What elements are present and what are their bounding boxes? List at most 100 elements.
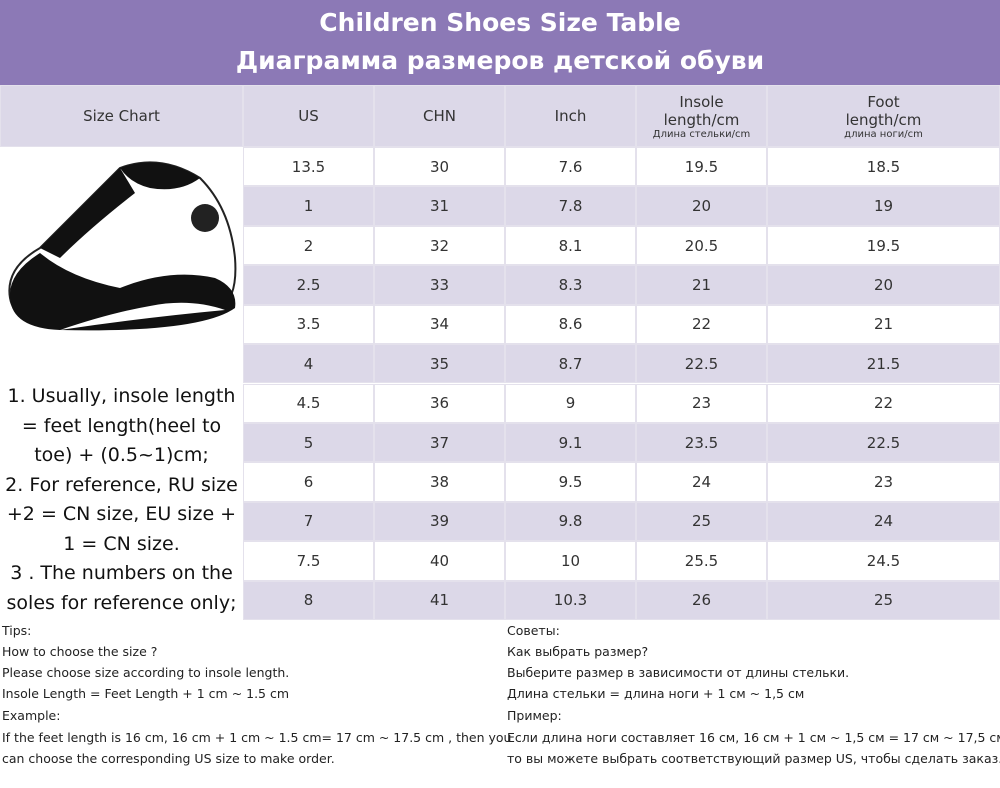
table-cell: 20	[767, 265, 1000, 305]
table-cell: 2.5	[243, 265, 374, 305]
header-cell: US	[243, 85, 374, 147]
table-cell: 24	[636, 462, 767, 502]
table-cell: 23	[636, 383, 767, 423]
header-cell: CHN	[374, 85, 505, 147]
header-label: US	[298, 107, 319, 125]
header-label: Inch	[554, 107, 587, 125]
table-cell: 32	[374, 225, 505, 266]
table-cell: 24	[767, 501, 1000, 542]
table-cell: 7	[243, 501, 374, 542]
table-cell: 23	[767, 462, 1000, 502]
table-cell: 6	[243, 462, 374, 502]
table-cell: 21.5	[767, 344, 1000, 384]
table-cell: 9.1	[505, 422, 636, 463]
tip-line: Tips:	[2, 623, 32, 638]
tip-line: Советы:	[507, 623, 560, 638]
table-cell: 7.8	[505, 186, 636, 226]
table-cell: 18.5	[767, 147, 1000, 187]
tip-line: Выберите размер в зависимости от длины с…	[507, 665, 850, 680]
table-cell: 40	[374, 541, 505, 581]
header-sublabel: длина ноги/cm	[844, 128, 923, 140]
table-cell: 39	[374, 501, 505, 542]
table-cell: 8	[243, 580, 374, 620]
header-cell: Insole length/cm Длина стельки/cm	[636, 85, 767, 147]
table-cell: 13.5	[243, 147, 374, 187]
subtitle: Диаграмма размеров детской обуви	[235, 46, 765, 75]
header-label: Size Chart	[83, 107, 160, 125]
tip-line: Как выбрать размер?	[507, 644, 649, 659]
tip-line: Пример:	[507, 708, 562, 723]
table-cell: 19.5	[767, 225, 1000, 266]
table-cell: 24.5	[767, 541, 1000, 581]
table-cell: 25.5	[636, 541, 767, 581]
table-cell: 23.5	[636, 422, 767, 463]
table-cell: 4.5	[243, 383, 374, 423]
header-cell: Foot length/cm длина ноги/cm	[767, 85, 1000, 147]
header-label: Foot length/cm	[845, 92, 922, 129]
table-cell: 36	[374, 383, 505, 423]
note-line: 1. Usually, insole length	[7, 385, 236, 407]
table-cell: 8.1	[505, 225, 636, 266]
note-line: toe) + (0.5~1)cm;	[34, 444, 209, 466]
table-cell: 19.5	[636, 147, 767, 187]
table-cell: 22	[636, 304, 767, 345]
table-cell: 8.7	[505, 344, 636, 384]
table-cell: 22.5	[767, 422, 1000, 463]
table-cell: 9.8	[505, 501, 636, 542]
table-cell: 5	[243, 422, 374, 463]
table-cell: 20	[636, 186, 767, 226]
table-cell: 20.5	[636, 225, 767, 266]
tip-line: то вы можете выбрать соответствующий раз…	[507, 751, 1000, 766]
tip-line: Если длина ноги составляет 16 см, 16 см …	[507, 730, 1000, 745]
tip-line: can choose the corresponding US size to …	[2, 751, 335, 766]
note-line: 1 = CN size.	[63, 532, 180, 555]
shoe-image	[8, 161, 237, 331]
table-cell: 35	[374, 344, 505, 384]
tip-line: Insole Length = Feet Length + 1 cm ~ 1.5…	[2, 686, 290, 701]
tip-line: Please choose size according to insole l…	[2, 665, 290, 680]
table-cell: 9.5	[505, 462, 636, 502]
note-line: +2 = CN size, EU size +	[6, 503, 237, 525]
table-cell: 38	[374, 462, 505, 502]
note-line: 3 . The numbers on the	[10, 562, 233, 584]
table-cell: 37	[374, 422, 505, 463]
note-line: 2. For reference, RU size	[5, 473, 238, 496]
table-cell: 33	[374, 265, 505, 305]
title: Children Shoes Size Table	[319, 8, 681, 37]
table-cell: 8.6	[505, 304, 636, 345]
table-cell: 26	[636, 580, 767, 620]
tip-line: Длина стельки = длина ноги + 1 см ~ 1,5 …	[507, 686, 805, 701]
table-cell: 21	[636, 265, 767, 305]
table-cell: 7.5	[243, 541, 374, 581]
table-cell: 2	[243, 225, 374, 266]
header-cell: Size Chart	[0, 85, 243, 147]
note-line: soles for reference only;	[6, 591, 237, 614]
table-cell: 25	[767, 580, 1000, 620]
table-cell: 34	[374, 304, 505, 345]
table-cell: 1	[243, 186, 374, 226]
tip-line: If the feet length is 16 cm, 16 cm + 1 c…	[2, 730, 512, 745]
tip-line: How to choose the size ?	[2, 644, 158, 659]
table-cell: 19	[767, 186, 1000, 226]
table-cell: 4	[243, 344, 374, 384]
header-cell: Inch	[505, 85, 636, 147]
table-cell: 30	[374, 147, 505, 187]
header-label: CHN	[423, 107, 456, 125]
table-cell: 22.5	[636, 344, 767, 384]
table-cell: 8.3	[505, 265, 636, 305]
table-cell: 41	[374, 580, 505, 620]
header-sublabel: Длина стельки/cm	[652, 128, 751, 140]
table-cell: 31	[374, 186, 505, 226]
table-cell: 10.3	[505, 580, 636, 620]
header-label: Insole length/cm	[663, 92, 740, 129]
table-cell: 21	[767, 304, 1000, 345]
banner: Children Shoes Size Table Диаграмма разм…	[0, 0, 1000, 85]
table-cell: 10	[505, 541, 636, 581]
table-cell: 7.6	[505, 147, 636, 187]
table-cell: 9	[505, 383, 636, 423]
tip-line: Example:	[2, 708, 61, 723]
note-line: = feet length(heel to	[21, 414, 222, 437]
table-cell: 3.5	[243, 304, 374, 345]
table-cell: 25	[636, 501, 767, 542]
